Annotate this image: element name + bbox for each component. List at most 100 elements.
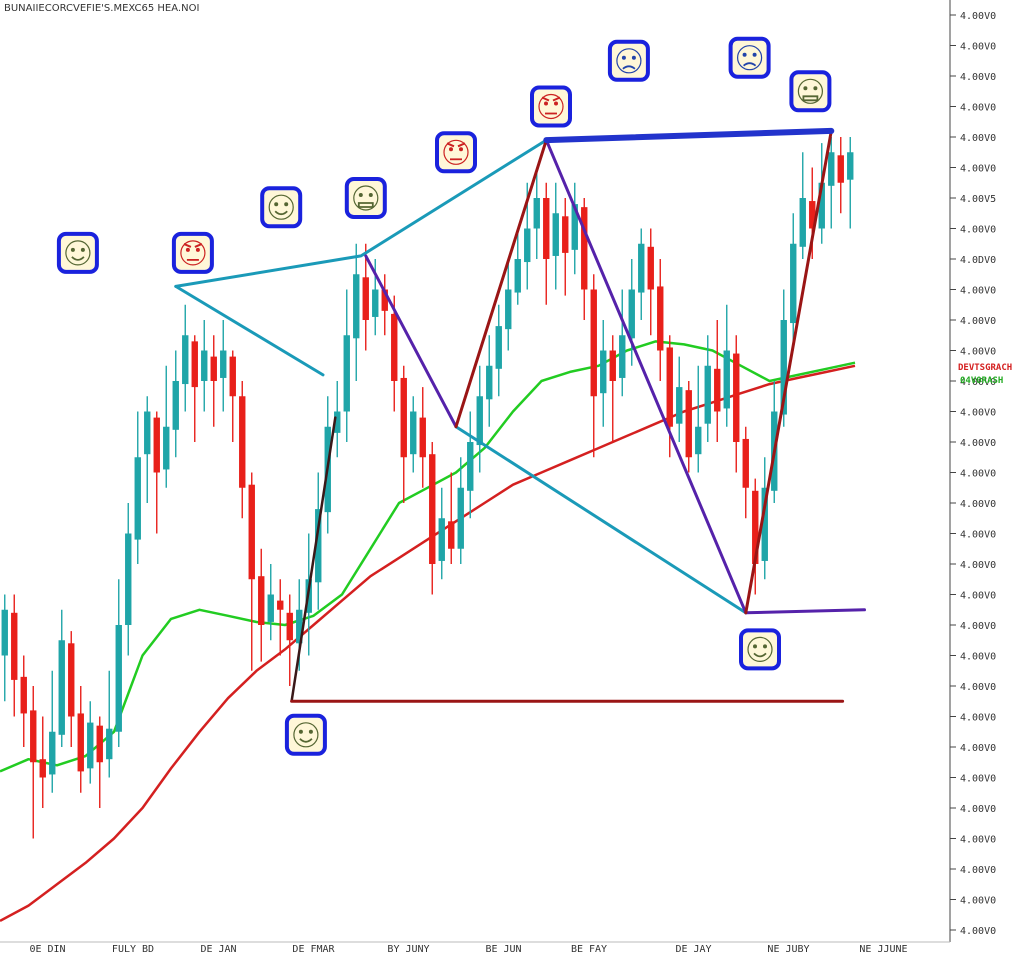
y-tick-label-23: 4.00V0 <box>960 713 996 724</box>
emoji-face-outline <box>538 93 564 120</box>
candle-body-80 <box>761 487 768 561</box>
emoji-marker-grimace-3 <box>344 177 387 219</box>
y-tick-label-24: 4.00V0 <box>960 743 996 754</box>
candle-body-10 <box>96 725 103 763</box>
pattern-lines-layer <box>174 127 866 703</box>
candle-body-33 <box>315 509 322 583</box>
candle-body-41 <box>391 313 398 381</box>
emoji-brows <box>183 242 203 248</box>
y-tick-label-18: 4.00V0 <box>960 560 996 571</box>
candle-body-40 <box>381 289 388 311</box>
candle-body-22 <box>210 356 217 381</box>
candle-body-39 <box>372 289 379 317</box>
candle-body-89 <box>847 152 854 180</box>
pattern-line-3 <box>364 254 458 429</box>
candle-body-64 <box>609 350 616 381</box>
candle-body-37 <box>353 274 360 339</box>
candle-body-8 <box>77 713 84 772</box>
emoji-marker-frame <box>530 85 572 128</box>
y-tick-label-14: 4.00V0 <box>960 438 996 449</box>
y-tick-label-1: 4.00V0 <box>960 42 996 53</box>
y-tick-label-22: 4.00V0 <box>960 682 996 693</box>
x-tick-label-6: BE FAY <box>571 944 607 955</box>
candle-body-62 <box>590 289 597 397</box>
emoji-left-eye <box>544 101 548 106</box>
candle-body-16 <box>153 417 160 473</box>
y-tick-label-29: 4.00V0 <box>960 896 996 907</box>
y-tick-label-27: 4.00V0 <box>960 835 996 846</box>
candle-body-57 <box>543 198 550 259</box>
candle-body-55 <box>524 228 531 263</box>
emoji-left-eye <box>185 247 190 252</box>
x-tick-label-8: NE JUBY <box>767 944 809 955</box>
emoji-marker-frame <box>789 70 832 113</box>
emoji-brows <box>446 142 466 148</box>
emoji-marker-frame <box>739 628 781 671</box>
candle-body-48 <box>457 487 464 549</box>
candle-body-71 <box>676 387 683 424</box>
y-tick-label-4: 4.00V0 <box>960 133 996 144</box>
candle-body-36 <box>343 335 350 412</box>
candle-body-7 <box>68 643 75 717</box>
emoji-left-eye <box>449 147 453 152</box>
candle-body-76 <box>723 350 730 409</box>
candle-body-13 <box>125 533 132 625</box>
candle-body-44 <box>419 417 426 458</box>
emoji-face-outline <box>268 194 294 220</box>
emoji-face-outline <box>353 185 379 211</box>
y-tick-label-26: 4.00V0 <box>960 804 996 815</box>
emoji-right-eye <box>752 52 757 57</box>
candle-body-15 <box>144 411 151 455</box>
emoji-left-eye <box>274 202 279 207</box>
emoji-face-outline <box>736 45 763 71</box>
candle-body-6 <box>58 640 65 735</box>
candle-body-65 <box>619 335 626 378</box>
y-tick-label-11: 4.00V0 <box>960 347 996 358</box>
pattern-line-2 <box>454 425 748 615</box>
emoji-right-eye <box>554 101 558 106</box>
candle-body-75 <box>714 368 721 412</box>
candle-body-2 <box>20 676 27 714</box>
y-tick-label-16: 4.00V0 <box>960 499 996 510</box>
emoji-marker-frame <box>260 186 303 229</box>
candle-body-42 <box>400 377 407 458</box>
pattern-line-1 <box>174 138 548 288</box>
moving-average-line-0 <box>0 340 856 773</box>
candle-body-63 <box>600 350 607 394</box>
y-tick-label-30: 4.00V0 <box>960 926 996 937</box>
emoji-right-eye <box>308 729 313 734</box>
emoji-left-eye <box>358 193 363 197</box>
emoji-marker-frame <box>435 131 477 174</box>
emoji-right-eye <box>763 644 767 649</box>
candle-body-56 <box>533 198 540 229</box>
candle-body-85 <box>809 201 816 229</box>
candle-body-86 <box>818 182 825 229</box>
candle-body-52 <box>495 326 502 369</box>
candle-body-79 <box>752 490 759 564</box>
candle-body-17 <box>163 426 170 470</box>
candle-body-4 <box>39 759 46 778</box>
emoji-mouth <box>274 210 288 216</box>
candle-body-83 <box>790 243 797 324</box>
candle-body-50 <box>476 396 483 446</box>
candle-body-88 <box>837 155 844 183</box>
candle-body-72 <box>685 390 692 458</box>
candle-body-51 <box>486 365 493 400</box>
emoji-marker-angry-5 <box>530 85 572 128</box>
candle-body-19 <box>182 335 189 385</box>
candle-body-66 <box>628 289 635 339</box>
y-tick-label-13: 4.00V0 <box>960 408 996 419</box>
candle-body-68 <box>647 246 654 290</box>
candle-body-74 <box>704 365 711 424</box>
emoji-face-outline <box>293 722 319 748</box>
y-tick-label-3: 4.00V0 <box>960 103 996 114</box>
emoji-marker-frame <box>344 177 387 219</box>
candle-body-84 <box>799 198 806 247</box>
emoji-mouth <box>71 256 85 261</box>
y-tick-label-2: 4.00V0 <box>960 72 996 83</box>
emoji-marker-sad-6 <box>607 39 650 82</box>
emoji-marker-frame <box>171 231 214 274</box>
y-tick-label-12: 4.00V0 <box>960 377 996 388</box>
y-tick-label-10: 4.00V0 <box>960 316 996 327</box>
emoji-marker-grin-10 <box>284 713 327 756</box>
